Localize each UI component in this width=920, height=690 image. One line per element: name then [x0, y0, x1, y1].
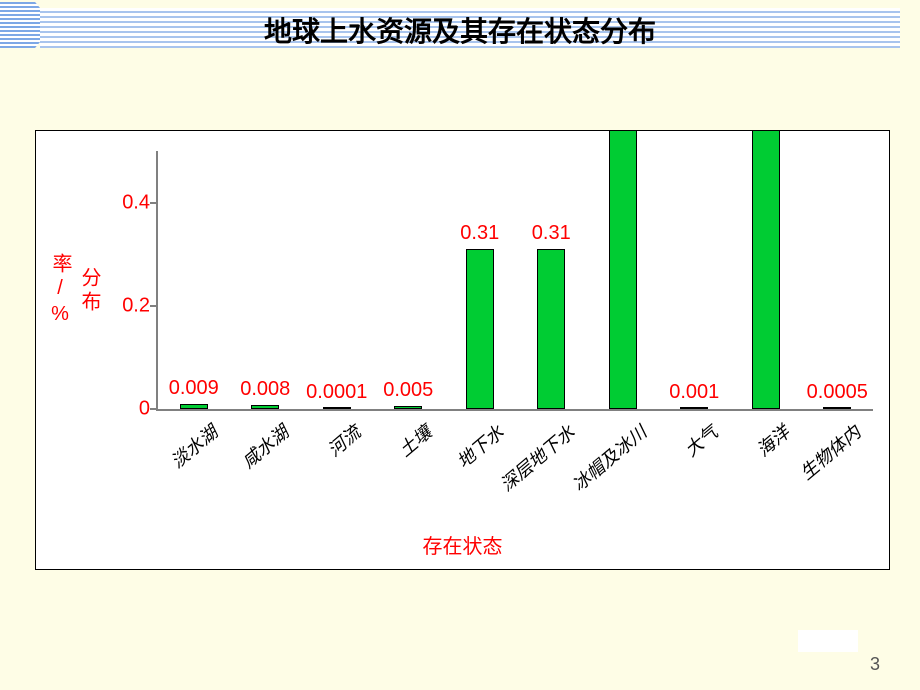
bar: [180, 404, 208, 409]
value-label: 0.31: [460, 222, 499, 245]
category-label: 大气: [679, 419, 723, 462]
value-label: 0.31: [532, 222, 571, 245]
y-tick-label: 0: [139, 398, 150, 421]
bar: [394, 406, 422, 409]
category-label: 海洋: [750, 419, 794, 462]
slide-title: 地球上水资源及其存在状态分布: [0, 10, 920, 50]
chart-container: 分布率/% 00.20.40.009淡水湖0.008咸水湖0.0001河流0.0…: [35, 130, 890, 570]
y-tick-mark: [150, 305, 158, 307]
footer-placeholder: [798, 630, 858, 652]
title-bar: 地球上水资源及其存在状态分布: [0, 0, 920, 56]
value-label: 0.001: [669, 381, 719, 404]
y-axis-label: 分布率/%: [46, 231, 104, 351]
category-label: 土壤: [393, 419, 437, 462]
bar: [537, 249, 565, 409]
category-label: 河流: [321, 419, 365, 462]
value-label: 0.0005: [807, 381, 868, 404]
category-label: 生物体内: [794, 419, 866, 485]
plot-area: 00.20.40.009淡水湖0.008咸水湖0.0001河流0.005土壤0.…: [156, 151, 873, 411]
value-label: 0.008: [240, 378, 290, 401]
category-label: 冰帽及冰川: [566, 419, 652, 497]
bar: [466, 249, 494, 409]
category-label: 地下水: [450, 419, 508, 474]
category-label: 咸水湖: [236, 419, 294, 474]
bar: [609, 131, 637, 409]
value-label: 0.009: [169, 377, 219, 400]
bar: [680, 407, 708, 409]
page-number: 3: [870, 654, 880, 675]
y-tick-mark: [150, 202, 158, 204]
y-tick-label: 0.4: [122, 191, 150, 214]
bar: [251, 405, 279, 409]
value-label: 0.005: [383, 379, 433, 402]
x-axis-label: 存在状态: [36, 530, 889, 559]
value-label: 0.0001: [306, 381, 367, 404]
bar: [752, 131, 780, 409]
bar: [823, 407, 851, 409]
y-tick-label: 0.2: [122, 294, 150, 317]
category-label: 淡水湖: [164, 419, 222, 474]
bar: [323, 407, 351, 409]
y-tick-mark: [150, 408, 158, 410]
category-label: 深层地下水: [494, 419, 580, 497]
